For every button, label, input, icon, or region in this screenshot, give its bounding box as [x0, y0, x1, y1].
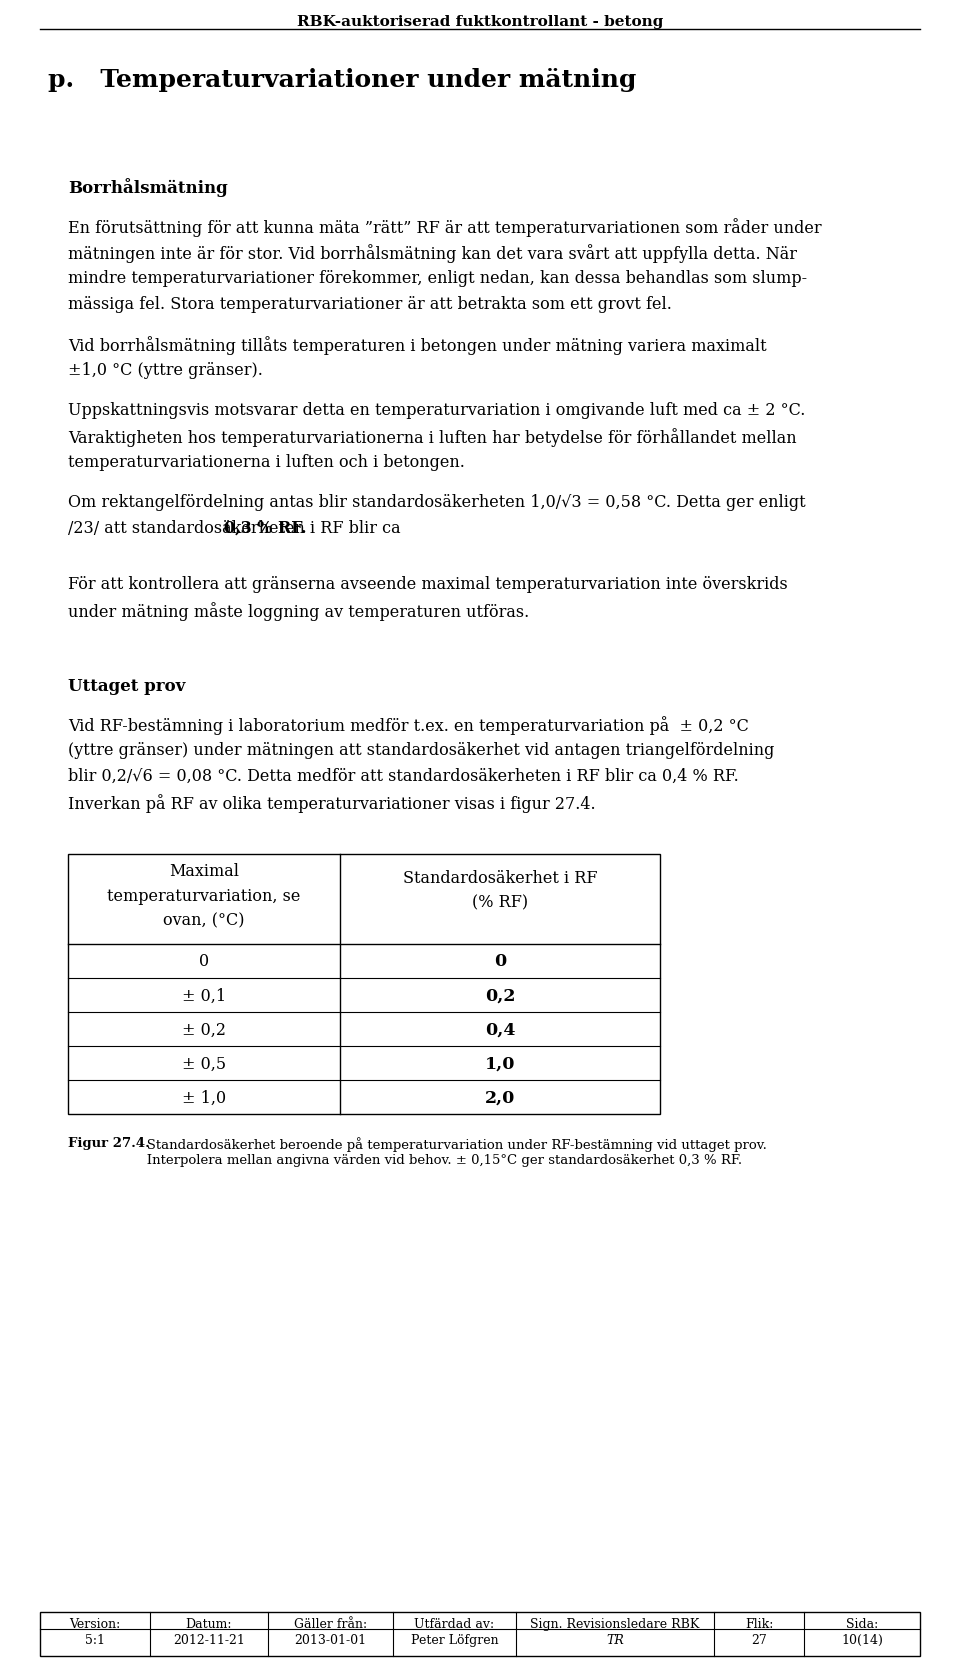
- Text: 5:1: 5:1: [85, 1632, 105, 1646]
- Text: Standardosäkerhet beroende på temperaturvariation under RF-bestämning vid uttage: Standardosäkerhet beroende på temperatur…: [134, 1137, 767, 1151]
- Text: 0,3 % RF.: 0,3 % RF.: [224, 519, 306, 537]
- Text: (yttre gränser) under mätningen att standardosäkerhet vid antagen triangelfördel: (yttre gränser) under mätningen att stan…: [68, 742, 775, 759]
- Text: 2,0: 2,0: [485, 1088, 516, 1107]
- Text: under mätning måste loggning av temperaturen utföras.: under mätning måste loggning av temperat…: [68, 602, 529, 621]
- Text: p.   Temperaturvariationer under mätning: p. Temperaturvariationer under mätning: [48, 68, 636, 92]
- Text: 10(14): 10(14): [841, 1632, 883, 1646]
- Text: ±1,0 °C (yttre gränser).: ±1,0 °C (yttre gränser).: [68, 361, 263, 379]
- Bar: [68, 855, 660, 1115]
- Text: Vid borrhålsmätning tillåts temperaturen i betongen under mätning variera maxima: Vid borrhålsmätning tillåts temperaturen…: [68, 336, 767, 354]
- Text: En förutsättning för att kunna mäta ”rätt” RF är att temperaturvariationen som r: En förutsättning för att kunna mäta ”rät…: [68, 218, 822, 236]
- Text: Peter Löfgren: Peter Löfgren: [411, 1632, 498, 1646]
- Text: Borrhålsmätning: Borrhålsmätning: [68, 178, 228, 196]
- Text: mätningen inte är för stor. Vid borrhålsmätning kan det vara svårt att uppfylla : mätningen inte är för stor. Vid borrhåls…: [68, 245, 797, 263]
- Text: 0,4: 0,4: [485, 1022, 516, 1038]
- Text: temperaturvariationerna i luften och i betongen.: temperaturvariationerna i luften och i b…: [68, 454, 465, 471]
- Text: 0: 0: [493, 953, 506, 970]
- Text: Sign. Revisionsledare RBK: Sign. Revisionsledare RBK: [530, 1617, 700, 1631]
- Text: ± 0,5: ± 0,5: [182, 1055, 226, 1072]
- Text: 0: 0: [199, 953, 209, 970]
- Text: Om rektangelfördelning antas blir standardosäkerheten 1,0/√3 = 0,58 °C. Detta ge: Om rektangelfördelning antas blir standa…: [68, 494, 805, 511]
- Text: Version:: Version:: [69, 1617, 121, 1631]
- Text: Vid RF-bestämning i laboratorium medför t.ex. en temperaturvariation på  ± 0,2 °: Vid RF-bestämning i laboratorium medför …: [68, 716, 749, 734]
- Text: RBK-auktoriserad fuktkontrollant - betong: RBK-auktoriserad fuktkontrollant - beton…: [297, 15, 663, 28]
- Text: /23/ att standardosäkerheten i RF blir ca: /23/ att standardosäkerheten i RF blir c…: [68, 519, 406, 537]
- Text: Gäller från:: Gäller från:: [294, 1617, 367, 1631]
- Text: 2013-01-01: 2013-01-01: [295, 1632, 367, 1646]
- Text: ± 1,0: ± 1,0: [182, 1088, 226, 1107]
- Text: ± 0,2: ± 0,2: [182, 1022, 226, 1038]
- Text: Maximal
temperaturvariation, se
ovan, (°C): Maximal temperaturvariation, se ovan, (°…: [108, 862, 300, 929]
- Text: 27: 27: [751, 1632, 767, 1646]
- Text: 0,2: 0,2: [485, 987, 516, 1003]
- Text: Figur 27.4.: Figur 27.4.: [68, 1137, 150, 1150]
- Text: ± 0,1: ± 0,1: [182, 987, 226, 1003]
- Text: Utfärdad av:: Utfärdad av:: [415, 1617, 494, 1631]
- Text: Varaktigheten hos temperaturvariationerna i luften har betydelse för förhållande: Varaktigheten hos temperaturvariationern…: [68, 428, 797, 446]
- Text: 1,0: 1,0: [485, 1055, 516, 1072]
- Text: Uttaget prov: Uttaget prov: [68, 677, 185, 694]
- Text: Datum:: Datum:: [185, 1617, 232, 1631]
- Text: Interpolera mellan angivna värden vid behov. ± 0,15°C ger standardosäkerhet 0,3 : Interpolera mellan angivna värden vid be…: [134, 1153, 742, 1166]
- Text: blir 0,2/√6 = 0,08 °C. Detta medför att standardosäkerheten i RF blir ca 0,4 % R: blir 0,2/√6 = 0,08 °C. Detta medför att …: [68, 767, 739, 784]
- Text: TR: TR: [606, 1632, 624, 1646]
- Text: mindre temperaturvariationer förekommer, enligt nedan, kan dessa behandlas som s: mindre temperaturvariationer förekommer,…: [68, 270, 807, 286]
- Text: Sida:: Sida:: [846, 1617, 878, 1631]
- Text: mässiga fel. Stora temperaturvariationer är att betrakta som ett grovt fel.: mässiga fel. Stora temperaturvariationer…: [68, 296, 672, 313]
- Text: För att kontrollera att gränserna avseende maximal temperaturvariation inte över: För att kontrollera att gränserna avseen…: [68, 576, 788, 592]
- Text: Flik:: Flik:: [745, 1617, 773, 1631]
- Text: Uppskattningsvis motsvarar detta en temperaturvariation i omgivande luft med ca : Uppskattningsvis motsvarar detta en temp…: [68, 401, 805, 419]
- Text: Standardosäkerhet i RF
(% RF): Standardosäkerhet i RF (% RF): [403, 870, 597, 912]
- Bar: [40, 1612, 920, 1656]
- Text: 2012-11-21: 2012-11-21: [173, 1632, 245, 1646]
- Text: Inverkan på RF av olika temperaturvariationer visas i figur 27.4.: Inverkan på RF av olika temperaturvariat…: [68, 794, 595, 812]
